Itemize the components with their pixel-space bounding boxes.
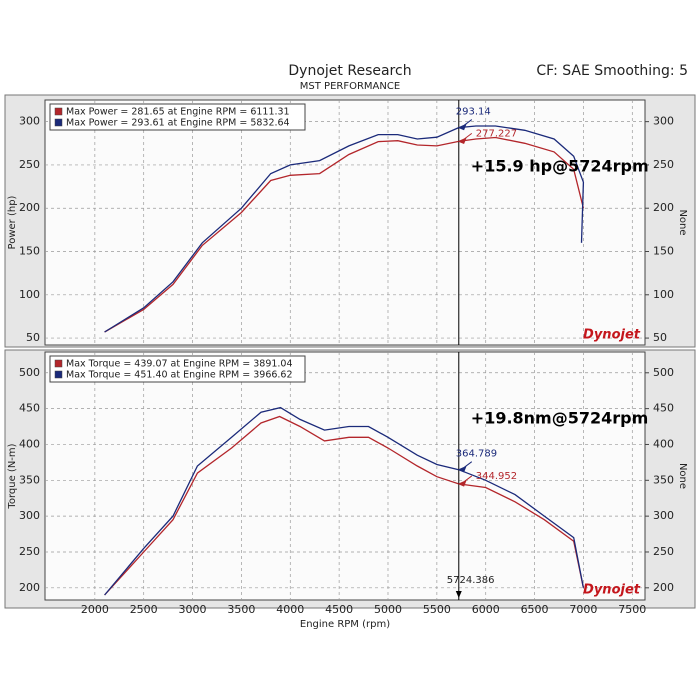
x-tick-label: 6000 [472, 603, 500, 616]
x-tick-label: 5000 [374, 603, 402, 616]
y-tick-label: 250 [19, 545, 40, 558]
y2-tick-label: 150 [653, 245, 674, 258]
y2-tick-label: 300 [653, 509, 674, 522]
x-tick-label: 7500 [618, 603, 646, 616]
cursor-value: 344.952 [476, 471, 517, 482]
power-curve [104, 125, 585, 333]
y-tick-label: 250 [19, 158, 40, 171]
x-tick-label: 4000 [276, 603, 304, 616]
legend-swatch [54, 359, 63, 368]
cursor-arrow [457, 132, 473, 145]
power-curve [104, 136, 585, 333]
y2-axis-label: None [677, 209, 688, 235]
x-tick-label: 7000 [569, 603, 597, 616]
y2-tick-label: 250 [653, 545, 674, 558]
gain-annotation: +19.8nm@5724rpm [471, 409, 649, 428]
y-tick-label: 200 [19, 201, 40, 214]
y2-tick-label: 200 [653, 581, 674, 594]
legend-box [49, 103, 306, 131]
cursor-x-arrow [455, 591, 462, 598]
cursor-arrow [457, 475, 473, 487]
y-tick-label: 500 [19, 366, 40, 379]
x-axis-label: Engine RPM (rpm) [300, 619, 390, 630]
y2-tick-label: 100 [653, 288, 674, 301]
x-tick-label: 3500 [227, 603, 255, 616]
x-tick-label: 6500 [521, 603, 549, 616]
y-tick-label: 300 [19, 115, 40, 128]
cursor-x-value: 5724.386 [447, 575, 495, 586]
y-axis-label: Power (hp) [7, 195, 18, 249]
y-tick-label: 50 [26, 331, 40, 344]
power-curve [104, 415, 585, 596]
cursor-value: 364.789 [456, 449, 497, 460]
x-tick-label: 2000 [81, 603, 109, 616]
legend-entry: Max Power = 281.65 at Engine RPM = 6111.… [66, 107, 290, 118]
y2-tick-label: 500 [653, 366, 674, 379]
y-tick-label: 150 [19, 245, 40, 258]
cursor-arrow [457, 461, 473, 473]
power-curve [104, 406, 585, 596]
plot-area [44, 99, 646, 346]
legend-entry: Max Power = 293.61 at Engine RPM = 5832.… [66, 118, 290, 129]
x-tick-label: 4500 [325, 603, 353, 616]
plot-area [44, 351, 646, 601]
chart-title: Dynojet Research [288, 63, 411, 79]
y-axis-label: Torque (N-m) [7, 443, 18, 509]
legend-box [49, 355, 306, 383]
legend-entry: Max Torque = 451.40 at Engine RPM = 3966… [66, 370, 293, 381]
y2-tick-label: 250 [653, 158, 674, 171]
legend-swatch [54, 118, 63, 127]
y-tick-label: 300 [19, 509, 40, 522]
y-tick-label: 350 [19, 473, 40, 486]
chart-subtitle: MST PERFORMANCE [300, 81, 400, 92]
y2-axis-label: None [677, 463, 688, 489]
y-tick-label: 450 [19, 402, 40, 415]
y2-tick-label: 350 [653, 473, 674, 486]
y-tick-label: 200 [19, 581, 40, 594]
legend-swatch [54, 370, 63, 379]
y2-tick-label: 50 [653, 331, 667, 344]
settings-note: CF: SAE Smoothing: 5 [536, 63, 688, 79]
cursor-value: 293.14 [456, 107, 491, 118]
y2-tick-label: 200 [653, 201, 674, 214]
cursor-value: 277.227 [476, 128, 517, 139]
x-tick-label: 2500 [130, 603, 158, 616]
y2-tick-label: 450 [653, 402, 674, 415]
cursor-arrow [457, 119, 473, 131]
y2-tick-label: 300 [653, 115, 674, 128]
x-tick-label: 3000 [179, 603, 207, 616]
logo: Dynojet [583, 583, 641, 598]
legend-entry: Max Torque = 439.07 at Engine RPM = 3891… [66, 359, 293, 370]
legend-swatch [54, 107, 63, 116]
gain-annotation: +15.9 hp@5724rpm [471, 157, 649, 176]
y2-tick-label: 400 [653, 437, 674, 450]
y-tick-label: 100 [19, 288, 40, 301]
x-tick-label: 5500 [423, 603, 451, 616]
y-tick-label: 400 [19, 437, 40, 450]
logo: Dynojet [583, 328, 641, 343]
